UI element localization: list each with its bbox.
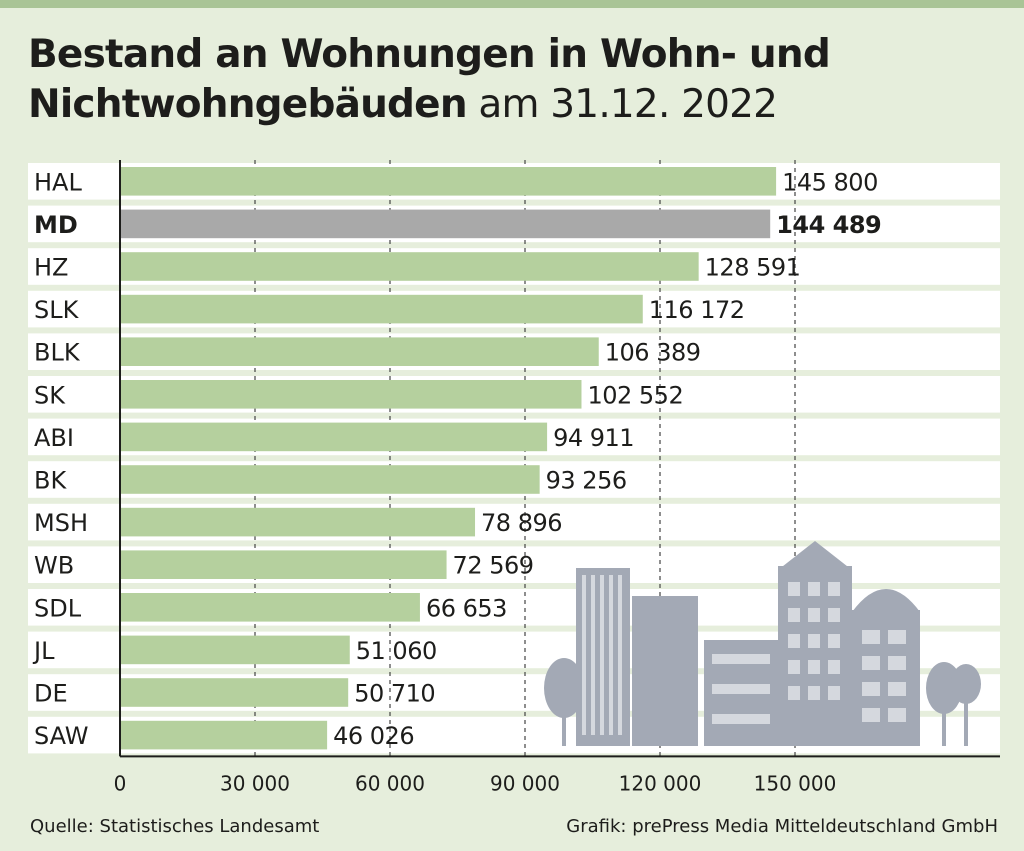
building-5-window xyxy=(888,708,906,722)
building-4-window xyxy=(788,660,800,674)
value-label: 128 591 xyxy=(705,254,801,282)
value-label: 72 569 xyxy=(453,552,534,580)
bar-bk xyxy=(120,465,540,494)
x-tick-label: 0 xyxy=(114,771,127,795)
category-label: MD xyxy=(34,211,78,239)
bar-slk xyxy=(120,294,643,324)
x-tick-label: 90 000 xyxy=(490,771,560,795)
value-label: 94 911 xyxy=(553,424,634,452)
bar-sk xyxy=(120,380,582,409)
building-1-window xyxy=(609,575,613,735)
bar-hz xyxy=(120,252,699,281)
value-label: 106 389 xyxy=(605,339,701,367)
building-4-window xyxy=(808,634,820,648)
bar-blk xyxy=(120,337,599,366)
building-4-window xyxy=(808,686,820,700)
category-label: JL xyxy=(32,637,55,665)
building-5-window xyxy=(888,656,906,670)
category-label: SDL xyxy=(34,594,82,622)
title-date: am 31.12. 2022 xyxy=(478,82,778,127)
category-label: BK xyxy=(34,467,67,495)
category-label: BLK xyxy=(34,339,81,367)
category-label: WB xyxy=(34,552,74,580)
tree-1-crown xyxy=(544,658,584,718)
building-4-window xyxy=(828,582,840,596)
building-3-window xyxy=(712,684,770,694)
building-5-window xyxy=(862,656,880,670)
building-4-window xyxy=(828,660,840,674)
bar-de xyxy=(120,678,349,707)
building-5-dome xyxy=(852,589,920,612)
plot-area: HAL 145 800 MD 144 489 HZ 128 591 SLK 116 172 BL… xyxy=(28,160,1000,795)
tree-2-trunk xyxy=(942,706,946,746)
building-1-window xyxy=(582,575,586,735)
value-label: 144 489 xyxy=(776,211,881,239)
value-label: 66 653 xyxy=(426,594,507,622)
building-1-window xyxy=(618,575,622,735)
building-3-window xyxy=(712,654,770,664)
bar-hal xyxy=(120,167,777,196)
building-4-window xyxy=(808,582,820,596)
category-label: ABI xyxy=(34,424,74,452)
building-5-window xyxy=(862,630,880,644)
title-line-2-bold: Nichtwohngebäuden xyxy=(28,82,468,127)
building-4-window xyxy=(788,634,800,648)
source-note: Quelle: Statistisches Landesamt xyxy=(30,816,320,837)
value-label: 93 256 xyxy=(546,467,627,495)
x-tick-label: 30 000 xyxy=(220,771,290,795)
building-4-window xyxy=(828,634,840,648)
bar-sdl xyxy=(120,593,420,622)
building-4-window xyxy=(808,660,820,674)
category-label: SK xyxy=(34,381,66,409)
value-label: 51 060 xyxy=(356,637,437,665)
bar-msh xyxy=(120,507,476,537)
building-4-window xyxy=(788,686,800,700)
building-1-window xyxy=(600,575,604,735)
category-label: DE xyxy=(34,680,68,708)
tree-3-crown xyxy=(951,664,981,704)
building-3-window xyxy=(712,714,770,724)
bar-md xyxy=(120,209,771,239)
building-5-window xyxy=(888,630,906,644)
tree-1-trunk xyxy=(562,708,566,746)
value-label: 78 896 xyxy=(481,509,562,537)
category-label: HZ xyxy=(34,254,69,282)
category-label: SAW xyxy=(34,722,89,750)
credit-note: Grafik: prePress Media Mitteldeutschland… xyxy=(566,816,998,837)
building-1-window xyxy=(591,575,595,735)
building-5-window xyxy=(888,682,906,696)
value-label: 145 800 xyxy=(782,168,878,196)
tree-3-trunk xyxy=(964,700,968,746)
title-line-1: Bestand an Wohnungen in Wohn- und xyxy=(28,32,831,77)
value-label: 50 710 xyxy=(354,680,435,708)
category-label: HAL xyxy=(34,168,82,196)
x-tick-label: 120 000 xyxy=(619,771,702,795)
x-tick-label: 60 000 xyxy=(355,771,425,795)
value-label: 46 026 xyxy=(333,722,414,750)
bar-saw xyxy=(120,720,328,750)
building-4-window xyxy=(788,582,800,596)
building-5-window xyxy=(862,708,880,722)
top-rule xyxy=(0,0,1024,8)
x-tick-label: 150 000 xyxy=(754,771,837,795)
building-4-window xyxy=(828,608,840,622)
bar-abi xyxy=(120,422,548,452)
building-4-roof xyxy=(778,541,852,570)
value-label: 102 552 xyxy=(587,381,683,409)
category-label: MSH xyxy=(34,509,88,537)
bar-wb xyxy=(120,550,447,579)
building-4-window xyxy=(828,686,840,700)
building-5-window xyxy=(862,682,880,696)
value-label: 116 172 xyxy=(649,296,745,324)
bar-jl xyxy=(120,635,350,665)
building-4-window xyxy=(808,608,820,622)
building-4-window xyxy=(788,608,800,622)
chart-title: Bestand an Wohnungen in Wohn- und Nichtw… xyxy=(28,30,1008,130)
category-label: SLK xyxy=(34,296,80,324)
city-skyline-illustration xyxy=(544,541,981,746)
building-2 xyxy=(632,596,698,746)
